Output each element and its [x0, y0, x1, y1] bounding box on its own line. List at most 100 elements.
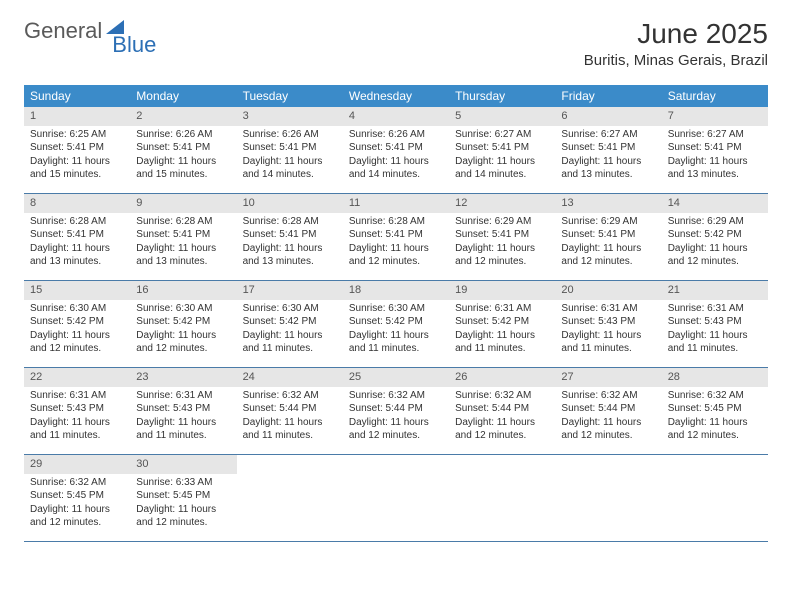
sunset-line: Sunset: 5:45 PM [136, 489, 230, 503]
day-cell: 30Sunrise: 6:33 AMSunset: 5:45 PMDayligh… [130, 455, 236, 541]
daylight-line: Daylight: 11 hours and 12 minutes. [136, 503, 230, 530]
sunrise-line: Sunrise: 6:30 AM [30, 302, 124, 316]
day-body: Sunrise: 6:28 AMSunset: 5:41 PMDaylight:… [24, 213, 130, 275]
day-body: Sunrise: 6:28 AMSunset: 5:41 PMDaylight:… [237, 213, 343, 275]
sunset-line: Sunset: 5:42 PM [455, 315, 549, 329]
daylight-line: Daylight: 11 hours and 12 minutes. [349, 242, 443, 269]
day-number: 14 [662, 194, 768, 213]
sunset-line: Sunset: 5:42 PM [349, 315, 443, 329]
daylight-line: Daylight: 11 hours and 13 minutes. [243, 242, 337, 269]
sunrise-line: Sunrise: 6:31 AM [668, 302, 762, 316]
day-number: 21 [662, 281, 768, 300]
day-cell: 17Sunrise: 6:30 AMSunset: 5:42 PMDayligh… [237, 281, 343, 367]
sunset-line: Sunset: 5:45 PM [668, 402, 762, 416]
sunset-line: Sunset: 5:43 PM [561, 315, 655, 329]
sunset-line: Sunset: 5:41 PM [243, 228, 337, 242]
daylight-line: Daylight: 11 hours and 12 minutes. [136, 329, 230, 356]
day-body: Sunrise: 6:32 AMSunset: 5:44 PMDaylight:… [555, 387, 661, 449]
day-number: 17 [237, 281, 343, 300]
week-row: 22Sunrise: 6:31 AMSunset: 5:43 PMDayligh… [24, 368, 768, 455]
logo-text-blue: Blue [112, 32, 156, 58]
daylight-line: Daylight: 11 hours and 11 minutes. [561, 329, 655, 356]
day-number: 22 [24, 368, 130, 387]
daylight-line: Daylight: 11 hours and 12 minutes. [455, 242, 549, 269]
day-header-saturday: Saturday [662, 85, 768, 107]
daylight-line: Daylight: 11 hours and 12 minutes. [349, 416, 443, 443]
day-cell: 24Sunrise: 6:32 AMSunset: 5:44 PMDayligh… [237, 368, 343, 454]
sunset-line: Sunset: 5:44 PM [349, 402, 443, 416]
sunrise-line: Sunrise: 6:28 AM [30, 215, 124, 229]
day-number: 6 [555, 107, 661, 126]
week-row: 1Sunrise: 6:25 AMSunset: 5:41 PMDaylight… [24, 107, 768, 194]
week-row: 29Sunrise: 6:32 AMSunset: 5:45 PMDayligh… [24, 455, 768, 542]
day-body: Sunrise: 6:29 AMSunset: 5:42 PMDaylight:… [662, 213, 768, 275]
sunrise-line: Sunrise: 6:32 AM [243, 389, 337, 403]
day-header-sunday: Sunday [24, 85, 130, 107]
day-number: 18 [343, 281, 449, 300]
sunset-line: Sunset: 5:41 PM [561, 141, 655, 155]
sunset-line: Sunset: 5:41 PM [455, 228, 549, 242]
day-header-row: SundayMondayTuesdayWednesdayThursdayFrid… [24, 85, 768, 107]
day-cell: .. [343, 455, 449, 541]
sunset-line: Sunset: 5:41 PM [243, 141, 337, 155]
title-block: June 2025 Buritis, Minas Gerais, Brazil [584, 18, 768, 69]
day-number: 3 [237, 107, 343, 126]
day-number: 9 [130, 194, 236, 213]
day-cell: 25Sunrise: 6:32 AMSunset: 5:44 PMDayligh… [343, 368, 449, 454]
day-number: 4 [343, 107, 449, 126]
day-body: Sunrise: 6:26 AMSunset: 5:41 PMDaylight:… [130, 126, 236, 188]
daylight-line: Daylight: 11 hours and 11 minutes. [349, 329, 443, 356]
day-body: Sunrise: 6:25 AMSunset: 5:41 PMDaylight:… [24, 126, 130, 188]
day-cell: .. [237, 455, 343, 541]
sunset-line: Sunset: 5:41 PM [30, 141, 124, 155]
month-title: June 2025 [584, 18, 768, 50]
daylight-line: Daylight: 11 hours and 15 minutes. [136, 155, 230, 182]
day-cell: 3Sunrise: 6:26 AMSunset: 5:41 PMDaylight… [237, 107, 343, 193]
sunset-line: Sunset: 5:42 PM [136, 315, 230, 329]
day-body: Sunrise: 6:27 AMSunset: 5:41 PMDaylight:… [555, 126, 661, 188]
day-cell: 21Sunrise: 6:31 AMSunset: 5:43 PMDayligh… [662, 281, 768, 367]
day-body: Sunrise: 6:32 AMSunset: 5:45 PMDaylight:… [24, 474, 130, 536]
daylight-line: Daylight: 11 hours and 11 minutes. [30, 416, 124, 443]
day-header-friday: Friday [555, 85, 661, 107]
day-cell: 29Sunrise: 6:32 AMSunset: 5:45 PMDayligh… [24, 455, 130, 541]
day-number: 27 [555, 368, 661, 387]
day-cell: 26Sunrise: 6:32 AMSunset: 5:44 PMDayligh… [449, 368, 555, 454]
daylight-line: Daylight: 11 hours and 12 minutes. [561, 242, 655, 269]
day-number: 28 [662, 368, 768, 387]
day-body: Sunrise: 6:31 AMSunset: 5:43 PMDaylight:… [130, 387, 236, 449]
sunrise-line: Sunrise: 6:27 AM [455, 128, 549, 142]
day-cell: 15Sunrise: 6:30 AMSunset: 5:42 PMDayligh… [24, 281, 130, 367]
sunset-line: Sunset: 5:42 PM [30, 315, 124, 329]
day-body: Sunrise: 6:29 AMSunset: 5:41 PMDaylight:… [555, 213, 661, 275]
day-cell: 14Sunrise: 6:29 AMSunset: 5:42 PMDayligh… [662, 194, 768, 280]
daylight-line: Daylight: 11 hours and 14 minutes. [349, 155, 443, 182]
day-body: Sunrise: 6:30 AMSunset: 5:42 PMDaylight:… [24, 300, 130, 362]
day-cell: 5Sunrise: 6:27 AMSunset: 5:41 PMDaylight… [449, 107, 555, 193]
daylight-line: Daylight: 11 hours and 12 minutes. [30, 503, 124, 530]
sunrise-line: Sunrise: 6:29 AM [668, 215, 762, 229]
sunset-line: Sunset: 5:45 PM [30, 489, 124, 503]
day-cell: 27Sunrise: 6:32 AMSunset: 5:44 PMDayligh… [555, 368, 661, 454]
sunrise-line: Sunrise: 6:28 AM [243, 215, 337, 229]
sunrise-line: Sunrise: 6:29 AM [561, 215, 655, 229]
day-cell: 19Sunrise: 6:31 AMSunset: 5:42 PMDayligh… [449, 281, 555, 367]
day-cell: 18Sunrise: 6:30 AMSunset: 5:42 PMDayligh… [343, 281, 449, 367]
location-text: Buritis, Minas Gerais, Brazil [584, 52, 768, 69]
sunset-line: Sunset: 5:42 PM [243, 315, 337, 329]
sunset-line: Sunset: 5:43 PM [668, 315, 762, 329]
sunrise-line: Sunrise: 6:32 AM [561, 389, 655, 403]
day-body: Sunrise: 6:28 AMSunset: 5:41 PMDaylight:… [343, 213, 449, 275]
sunset-line: Sunset: 5:41 PM [30, 228, 124, 242]
day-cell: 2Sunrise: 6:26 AMSunset: 5:41 PMDaylight… [130, 107, 236, 193]
day-body: Sunrise: 6:30 AMSunset: 5:42 PMDaylight:… [237, 300, 343, 362]
day-body: Sunrise: 6:31 AMSunset: 5:43 PMDaylight:… [555, 300, 661, 362]
day-cell: 23Sunrise: 6:31 AMSunset: 5:43 PMDayligh… [130, 368, 236, 454]
day-cell: 28Sunrise: 6:32 AMSunset: 5:45 PMDayligh… [662, 368, 768, 454]
day-number: 8 [24, 194, 130, 213]
sunset-line: Sunset: 5:41 PM [455, 141, 549, 155]
day-number: 10 [237, 194, 343, 213]
day-number: 16 [130, 281, 236, 300]
day-number: 5 [449, 107, 555, 126]
sunrise-line: Sunrise: 6:31 AM [561, 302, 655, 316]
